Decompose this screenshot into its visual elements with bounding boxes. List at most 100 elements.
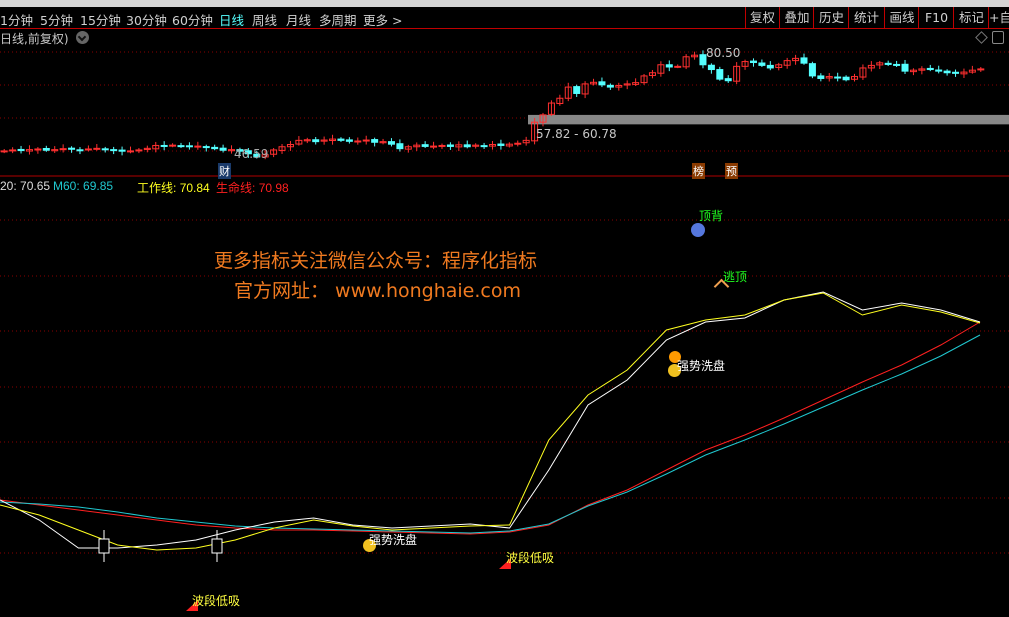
candle-body <box>472 144 480 147</box>
high-price-label: 80.50 <box>706 46 741 60</box>
top-divergence-signal: 顶背 <box>699 209 724 223</box>
gap-range-label: 57.82 - 60.78 <box>536 127 617 141</box>
candle-body <box>84 148 92 151</box>
candle-body <box>505 143 513 147</box>
add-custom-button[interactable]: +自 <box>988 7 1009 28</box>
period-1min[interactable]: 1分钟 <box>0 13 33 28</box>
history-button[interactable]: 历史 <box>813 7 849 28</box>
work-line-label: 工作线: 70.84 <box>137 181 210 195</box>
work-line <box>0 292 981 551</box>
candle-body <box>792 57 800 62</box>
candle-body <box>101 148 109 151</box>
candle-body <box>825 76 833 79</box>
candle-body <box>640 75 648 84</box>
candle-body <box>463 144 471 148</box>
draw-button[interactable]: 画线 <box>884 7 919 28</box>
candle-body <box>623 83 631 86</box>
candle-body <box>110 149 118 152</box>
candle-body <box>211 146 219 150</box>
candle-body <box>968 69 976 73</box>
period-60min[interactable]: 60分钟 <box>172 13 213 28</box>
candle-body <box>573 86 581 94</box>
candle-body <box>244 150 252 155</box>
gap-band <box>528 114 1009 125</box>
watermark-line1: 更多指标关注微信公众号：程序化指标 <box>214 250 538 272</box>
candle-body <box>547 102 555 115</box>
candle-body <box>68 147 76 150</box>
candle-body <box>733 65 741 82</box>
period-daily[interactable]: 日线 <box>219 13 245 28</box>
candle-body <box>59 148 67 151</box>
candle-body <box>253 153 261 158</box>
candle-body <box>25 149 33 152</box>
candle-body <box>286 144 294 148</box>
candle-body <box>337 138 345 141</box>
candle-body <box>387 141 395 145</box>
candle-body <box>480 145 488 148</box>
period-weekly[interactable]: 周线 <box>252 13 278 28</box>
candle-body <box>126 150 134 153</box>
candle-body <box>312 139 320 143</box>
forecast-tag[interactable]: 预 <box>725 163 738 179</box>
panel-toggle-icon[interactable] <box>992 31 1004 44</box>
chevron-down-icon[interactable] <box>76 31 89 44</box>
candle-body <box>918 68 926 71</box>
candle-body <box>152 144 160 150</box>
candle-body <box>362 139 370 142</box>
candle-body <box>590 81 598 85</box>
low-price-label: 46.59 <box>234 147 269 161</box>
candle-body <box>379 141 387 144</box>
period-5min[interactable]: 5分钟 <box>40 13 73 28</box>
candle-body <box>76 149 84 152</box>
candle-body <box>834 76 842 79</box>
overlay-button[interactable]: 叠加 <box>779 7 814 28</box>
stats-button[interactable]: 统计 <box>848 7 884 28</box>
rank-tag[interactable]: 榜 <box>692 163 705 179</box>
candle-body <box>202 146 210 149</box>
period-monthly[interactable]: 月线 <box>286 13 312 28</box>
f10-button[interactable]: F10 <box>918 7 954 28</box>
candle-body <box>236 149 244 152</box>
candle-body <box>514 142 522 145</box>
candle-body <box>345 139 353 142</box>
candle-body <box>800 57 808 64</box>
finance-tag[interactable]: 财 <box>218 163 231 179</box>
orange-icon <box>669 351 681 363</box>
m20-line <box>0 291 981 549</box>
candle-body <box>329 138 337 142</box>
period-more[interactable]: 更多 > <box>363 13 403 28</box>
candle-body <box>303 139 311 142</box>
period-15min[interactable]: 15分钟 <box>80 13 121 28</box>
candle-body <box>564 86 572 99</box>
candle-body <box>615 84 623 88</box>
candle-body <box>160 144 168 147</box>
candle-body <box>867 64 875 69</box>
candle-body <box>9 149 17 152</box>
candle-body <box>396 143 404 150</box>
candle-body <box>935 69 943 72</box>
period-30min[interactable]: 30分钟 <box>126 13 167 28</box>
candle-body <box>876 62 884 66</box>
candle-body <box>775 64 783 68</box>
candle-body <box>766 64 774 69</box>
candle-body <box>556 97 564 105</box>
strong-wash-signal-1: 强势洗盘 <box>369 533 418 547</box>
sad-face-icon <box>691 223 705 237</box>
watermark-line2: 官方网址： www.honghaie.com <box>234 280 521 302</box>
candle-body <box>177 145 185 148</box>
candle-body <box>691 54 699 58</box>
low-buy-triangle <box>499 558 511 569</box>
strong-wash-signal-2: 强势洗盘 <box>677 359 726 373</box>
candle-body <box>51 149 59 152</box>
candle-body <box>118 149 126 152</box>
candle-body <box>42 147 50 151</box>
adjust-button[interactable]: 复权 <box>745 7 779 28</box>
candle-body <box>674 65 682 68</box>
period-multi[interactable]: 多周期 <box>319 13 357 28</box>
m60-label: M60: 69.85 <box>53 179 114 193</box>
candle-body <box>219 147 227 151</box>
window-top-strip <box>0 0 1009 7</box>
low-buy-triangle <box>186 600 198 611</box>
mark-button[interactable]: 标记 <box>953 7 989 28</box>
